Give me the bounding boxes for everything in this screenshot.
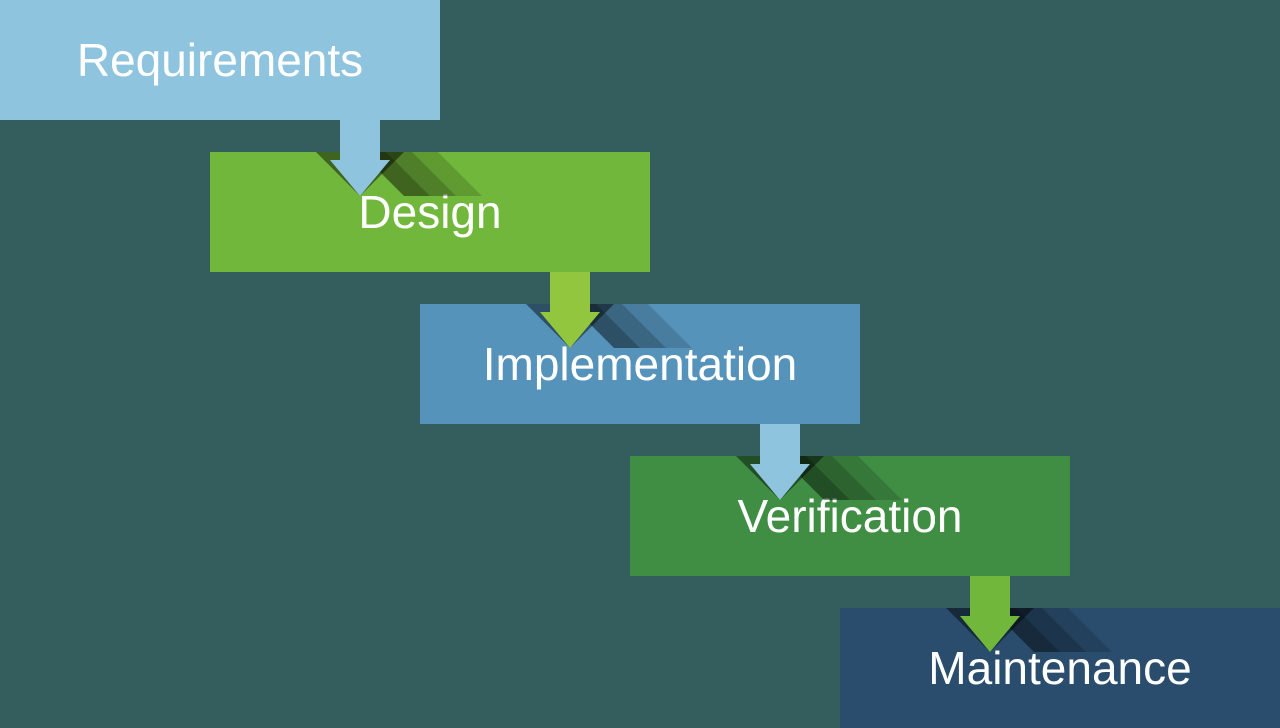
- stage-requirements: Requirements: [0, 0, 440, 120]
- stage-label: Requirements: [77, 33, 363, 87]
